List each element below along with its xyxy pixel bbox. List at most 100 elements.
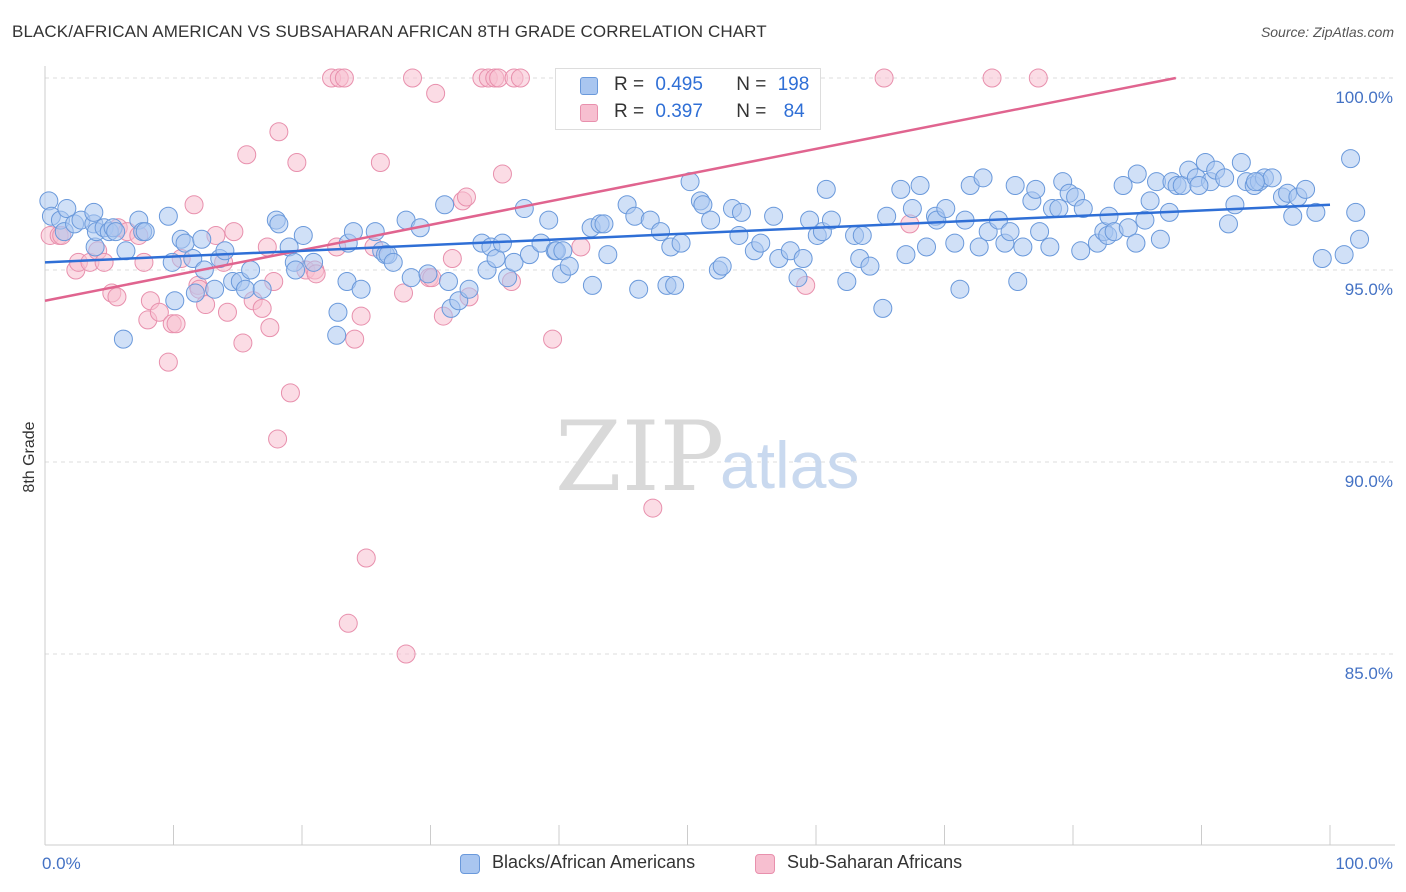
data-point-subsaharan — [571, 237, 591, 257]
data-point-black — [165, 291, 185, 311]
data-point-black — [1218, 214, 1238, 234]
data-point-black — [192, 229, 212, 249]
data-point-black — [116, 241, 136, 261]
series-black-points — [39, 149, 1370, 349]
data-point-black — [1334, 245, 1354, 265]
data-point-black — [519, 245, 539, 265]
data-point-black — [1189, 176, 1209, 196]
data-point-black — [1225, 195, 1245, 215]
data-point-black — [241, 260, 261, 280]
x-tick-label: 100.0% — [1335, 854, 1393, 873]
legend-n-label: N = — [736, 74, 767, 95]
legend-swatch-black — [580, 77, 598, 95]
data-point-subsaharan — [268, 429, 288, 449]
data-point-black — [1026, 179, 1046, 199]
data-point-subsaharan — [351, 306, 371, 326]
data-point-black — [84, 202, 104, 222]
data-point-black — [1306, 202, 1326, 222]
data-point-subsaharan — [94, 252, 114, 272]
data-point-black — [729, 225, 749, 245]
bottom-legend-swatch-black — [460, 854, 480, 874]
data-point-black — [113, 329, 133, 349]
data-point-black — [1350, 229, 1370, 249]
data-point-black — [917, 237, 937, 257]
data-point-black — [821, 210, 841, 230]
watermark-atlas: atlas — [720, 428, 859, 502]
data-point-black — [1140, 191, 1160, 211]
data-point-black — [629, 279, 649, 299]
data-point-subsaharan — [334, 68, 354, 88]
data-point-black — [327, 325, 347, 345]
data-point-black — [1118, 218, 1138, 238]
data-point-subsaharan — [492, 164, 512, 184]
x-tick-labels: 0.0% 100.0% — [42, 854, 1393, 873]
legend-r-value-subsaharan: 0.397 — [655, 101, 703, 122]
data-point-black — [1150, 229, 1170, 249]
data-point-black — [383, 252, 403, 272]
data-point-black — [1135, 210, 1155, 230]
y-tick-label: 90.0% — [1345, 472, 1393, 491]
bottom-legend: Blacks/African Americans Sub-Saharan Afr… — [0, 850, 1406, 878]
data-point-subsaharan — [874, 68, 894, 88]
data-point-black — [598, 245, 618, 265]
data-point-black — [877, 206, 897, 226]
data-point-black — [328, 302, 348, 322]
legend-n-label: N = — [736, 101, 767, 122]
data-point-subsaharan — [217, 302, 237, 322]
data-point-subsaharan — [134, 252, 154, 272]
data-point-black — [1231, 152, 1251, 172]
data-point-black — [731, 202, 751, 222]
data-point-subsaharan — [149, 302, 169, 322]
data-point-subsaharan — [394, 283, 414, 303]
data-point-subsaharan — [403, 68, 423, 88]
data-point-black — [852, 225, 872, 245]
data-point-black — [1341, 149, 1361, 169]
data-point-black — [800, 210, 820, 230]
data-point-black — [837, 272, 857, 292]
data-point-subsaharan — [1028, 68, 1048, 88]
data-point-black — [860, 256, 880, 276]
data-point-subsaharan — [237, 145, 257, 165]
data-point-black — [1008, 272, 1028, 292]
data-point-black — [304, 252, 324, 272]
data-point-black — [351, 279, 371, 299]
data-point-black — [106, 222, 126, 242]
data-point-black — [1126, 233, 1146, 253]
data-point-subsaharan — [269, 122, 289, 142]
data-point-black — [539, 210, 559, 230]
data-point-black — [950, 279, 970, 299]
bottom-legend-label-subsaharan: Sub-Saharan Africans — [787, 852, 963, 872]
legend-swatch-subsaharan — [580, 104, 598, 122]
data-point-subsaharan — [338, 613, 358, 633]
y-tick-label: 100.0% — [1335, 88, 1393, 107]
data-point-black — [435, 195, 455, 215]
data-point-subsaharan — [233, 333, 253, 353]
data-point-subsaharan — [287, 152, 307, 172]
data-point-subsaharan — [184, 195, 204, 215]
data-point-black — [504, 252, 524, 272]
data-point-black — [594, 214, 614, 234]
data-point-black — [1245, 172, 1265, 192]
data-point-black — [1127, 164, 1147, 184]
data-point-black — [135, 222, 155, 242]
legend-r-label: R = — [614, 74, 645, 95]
data-point-black — [1312, 248, 1332, 268]
data-point-subsaharan — [456, 187, 476, 207]
data-point-subsaharan — [643, 498, 663, 518]
data-point-black — [1113, 176, 1133, 196]
data-point-black — [269, 214, 289, 234]
data-point-subsaharan — [356, 548, 376, 568]
data-point-black — [1013, 237, 1033, 257]
x-tick-label: 0.0% — [42, 854, 81, 873]
data-point-black — [945, 233, 965, 253]
data-point-black — [793, 248, 813, 268]
stats-legend: R = 0.495 N = 198 R = 0.397 N = 84 — [555, 68, 821, 130]
data-point-black — [418, 264, 438, 284]
data-point-black — [582, 275, 602, 295]
y-tick-labels: 85.0% 90.0% 95.0% 100.0% — [1335, 88, 1393, 683]
data-point-black — [205, 279, 225, 299]
data-point-black — [1040, 237, 1060, 257]
data-point-black — [1000, 222, 1020, 242]
data-point-black — [651, 222, 671, 242]
